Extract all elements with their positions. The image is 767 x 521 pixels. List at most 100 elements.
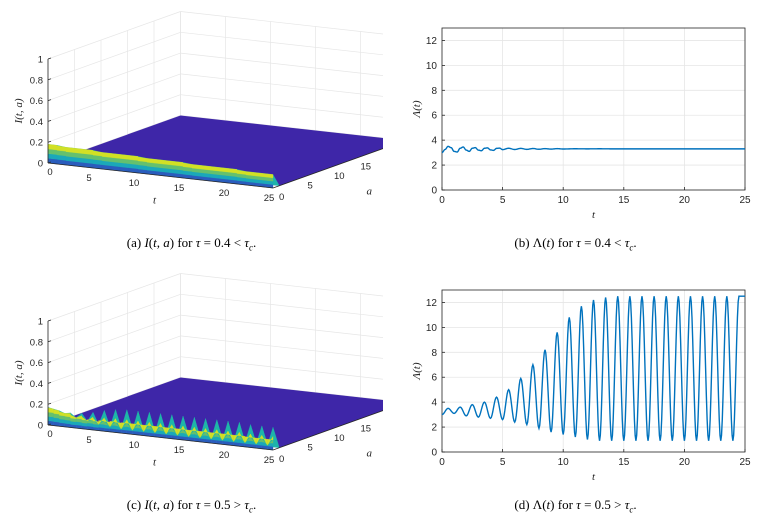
t-tick-label: 5: [86, 435, 91, 446]
surface-ridge-face: [267, 435, 274, 446]
z-axis-label: I(t, a): [13, 98, 25, 124]
x-tick-label: 0: [439, 457, 445, 468]
t-tick-label: 10: [129, 178, 140, 189]
a-tick-label: 0: [279, 454, 284, 465]
grid-line: [180, 31, 383, 56]
z-tick-label: 0.2: [30, 138, 43, 149]
surface-ridge-face: [75, 415, 82, 420]
a-tick-label: 0: [279, 192, 284, 203]
x-tick-label: 5: [500, 457, 506, 468]
z-tick: [47, 57, 52, 60]
grid-line: [180, 11, 383, 35]
surface-ridge-face: [109, 418, 116, 428]
x-axis-label: t: [592, 471, 596, 483]
grid-line: [180, 94, 383, 118]
grid-line: [47, 11, 181, 60]
t-tick-label: 0: [47, 167, 52, 178]
t-axis-label: t: [153, 457, 157, 469]
z-tick: [47, 161, 52, 164]
surface-ridge-face: [87, 416, 94, 422]
z-tick: [47, 319, 52, 322]
y-axis-label: Λ(t): [411, 362, 423, 380]
a-tick-label: 5: [308, 443, 313, 454]
grid-line: [180, 273, 383, 297]
a-axis: [272, 148, 383, 189]
z-tick: [47, 120, 52, 122]
t-axis-label: t: [153, 195, 157, 207]
surface-ridge-face: [164, 160, 175, 166]
a-axis-label: a: [367, 185, 373, 197]
plot-area: 00.20.40.60.8151015202505101520250I(t, a…: [13, 11, 383, 207]
t-tick-label: 0: [47, 429, 52, 440]
surface-ridge-face: [173, 161, 184, 167]
surface-ridge-face: [47, 144, 58, 151]
x-tick-label: 15: [618, 195, 630, 206]
y-tick-label: 4: [431, 398, 437, 409]
grid-line: [47, 31, 181, 81]
surface-ridge-face: [101, 152, 112, 158]
grid-line: [47, 73, 181, 122]
z-tick: [47, 99, 52, 101]
z-axis-label: I(t, a): [13, 360, 25, 386]
z-tick: [47, 340, 52, 343]
x-tick-label: 0: [439, 195, 445, 206]
y-tick-label: 6: [431, 111, 437, 122]
z-tick: [47, 78, 52, 81]
t-tick-label: 25: [264, 193, 275, 204]
x-tick-label: 10: [558, 195, 570, 206]
surface-ridge-face: [83, 149, 94, 155]
t-tick-label: 20: [219, 450, 230, 461]
surface-ridge-face: [47, 407, 54, 413]
caption-d: (d) Λ(t) for τ = 0.5 > τc.: [514, 497, 637, 515]
grid-line: [180, 356, 383, 380]
x-tick-label: 10: [558, 457, 570, 468]
a-tick-label: 5: [308, 181, 313, 192]
surface-ridge-face: [98, 417, 105, 425]
line-plot-b: 0 5 10 15 20 25 0 2 4 6 8 10 12 t Λ(t): [411, 27, 751, 221]
y-tick-label: 6: [431, 373, 437, 384]
a-tick-label: 10: [334, 433, 345, 444]
surface-ridge-face: [98, 424, 105, 429]
surface-ridge-face: [56, 145, 67, 152]
grid-line: [180, 314, 383, 338]
y-tick-label: 0: [431, 448, 437, 459]
z-tick-label: 0: [38, 421, 43, 432]
surface-ridge-face: [227, 168, 238, 174]
plot-area: 00.20.40.60.8151015202505101520250I(t, a…: [13, 273, 383, 469]
grid-line: [47, 335, 181, 384]
series-line-0: [441, 295, 745, 441]
t-tick-label: 25: [264, 455, 275, 466]
x-tick-label: 20: [679, 195, 691, 206]
z-tick-label: 0.2: [30, 400, 43, 411]
y-tick-label: 8: [431, 348, 437, 359]
z-tick-label: 0: [38, 159, 43, 170]
surface-plot-a: 00.20.40.60.8151015202505101520250I(t, a…: [13, 11, 383, 207]
grid-line: [47, 94, 181, 143]
y-tick-label: 12: [426, 298, 438, 309]
t-tick-label: 15: [174, 183, 185, 194]
a-tick-label: 15: [361, 424, 372, 435]
t-axis: [47, 162, 274, 189]
z-tick: [47, 361, 52, 363]
a-tick-label: 15: [361, 162, 372, 173]
z-tick: [47, 402, 52, 405]
a-tick-label: 10: [334, 171, 345, 182]
y-axis-label: Λ(t): [411, 100, 423, 118]
t-tick-label: 10: [129, 440, 140, 451]
surface-ridge-face: [146, 158, 157, 164]
grid-line: [180, 293, 383, 318]
a-axis: [272, 410, 383, 451]
axes-box: [441, 289, 746, 453]
surface-ridge-face: [209, 166, 220, 172]
surface-ridge-face: [263, 173, 274, 179]
surface-ridge-face: [53, 409, 60, 415]
t-tick-label: 15: [174, 445, 185, 456]
z-tick: [47, 382, 52, 384]
grid-line: [180, 335, 383, 359]
caption-a: (a) I(t, a) for τ = 0.4 < τc.: [126, 235, 257, 253]
y-tick-label: 8: [431, 86, 437, 97]
caption-c: (c) I(t, a) for τ = 0.5 > τc.: [126, 497, 257, 515]
surface-ridge-face: [119, 154, 130, 160]
x-tick-label: 20: [679, 457, 691, 468]
y-tick-label: 2: [431, 423, 437, 434]
